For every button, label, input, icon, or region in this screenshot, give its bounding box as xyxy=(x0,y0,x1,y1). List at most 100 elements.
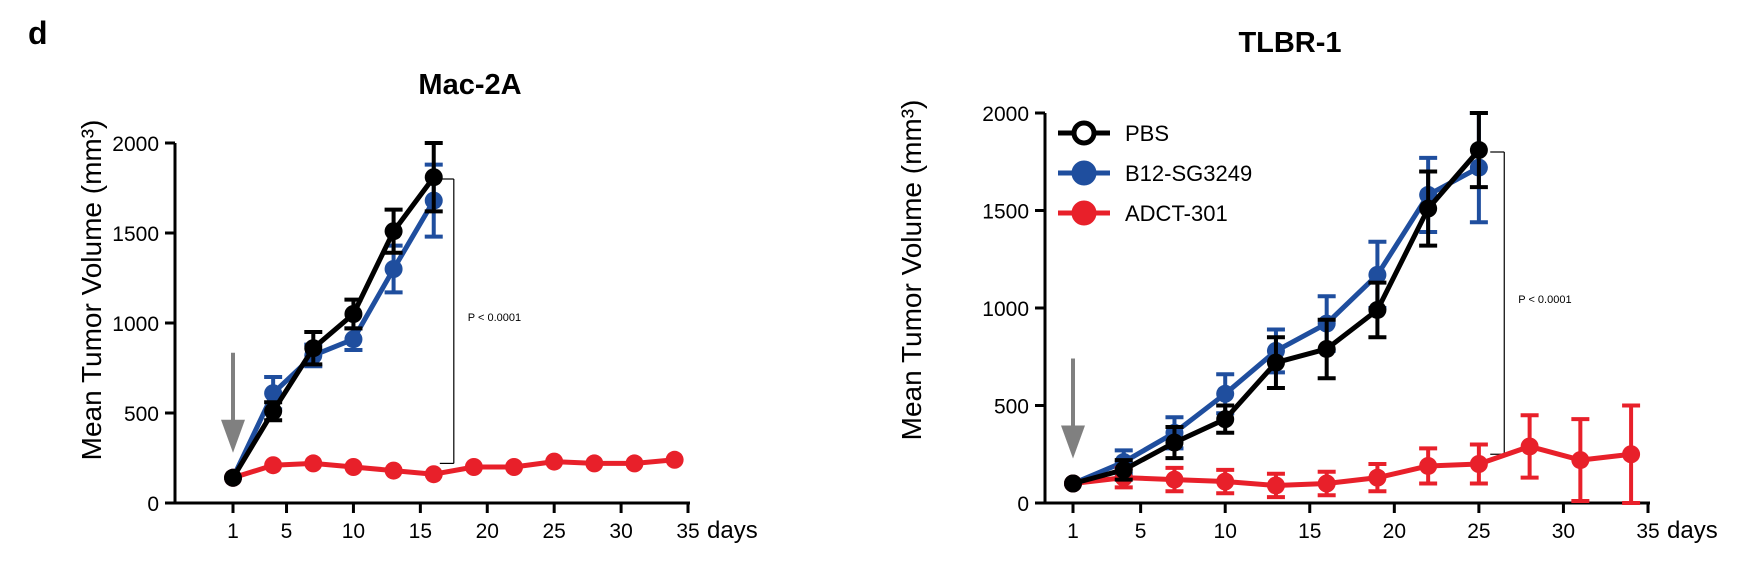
arrow-head xyxy=(221,419,245,453)
x-tick-label: 20 xyxy=(476,520,499,543)
x-tick-label: 10 xyxy=(1214,520,1237,543)
y-tick-label: 2000 xyxy=(982,103,1029,126)
x-tick-label: 25 xyxy=(542,520,565,543)
data-point xyxy=(264,402,283,421)
treatment-arrow xyxy=(221,352,245,453)
legend-label: B12-SG3249 xyxy=(1125,161,1252,186)
data-point xyxy=(1469,141,1488,160)
data-point xyxy=(1216,410,1235,429)
data-point xyxy=(1419,456,1438,475)
legend-marker xyxy=(1071,200,1097,226)
data-point xyxy=(1216,472,1235,491)
data-point xyxy=(545,452,564,471)
x-tick-label: 30 xyxy=(609,520,632,543)
data-point xyxy=(224,468,242,487)
legend-item: B12-SG3249 xyxy=(1058,160,1252,186)
x-tick-label: 15 xyxy=(409,520,432,543)
x-tick-label: 1 xyxy=(227,520,239,543)
data-point xyxy=(424,168,443,187)
y-tick-label: 1000 xyxy=(982,298,1029,321)
data-point xyxy=(1469,455,1488,473)
legend-label: PBS xyxy=(1125,121,1169,146)
x-tick-label: 35 xyxy=(676,520,699,543)
data-point xyxy=(1419,199,1438,218)
chart-title: TLBR-1 xyxy=(1238,27,1341,59)
data-point xyxy=(344,458,363,476)
data-point xyxy=(1317,474,1336,493)
significance-bracket: P < 0.0001 xyxy=(1490,151,1572,455)
data-point xyxy=(264,456,283,475)
y-tick-label: 0 xyxy=(1017,493,1029,516)
plot-series xyxy=(1064,111,1641,505)
x-axis-label: days xyxy=(707,517,758,544)
x-tick-label: 25 xyxy=(1467,520,1490,543)
y-axis-label: Mean Tumor Volume (mm³) xyxy=(76,120,107,461)
y-tick-label: 500 xyxy=(124,403,159,426)
series-line xyxy=(230,199,436,479)
y-tick-label: 1500 xyxy=(982,201,1029,224)
p-value-label: P < 0.0001 xyxy=(468,312,521,324)
data-point xyxy=(1368,265,1387,284)
data-point xyxy=(384,260,403,278)
series-line xyxy=(230,175,436,480)
legend-label: ADCT-301 xyxy=(1125,201,1228,226)
legend-marker xyxy=(1071,120,1097,146)
data-point xyxy=(665,450,684,469)
data-point xyxy=(1317,339,1336,358)
data-point xyxy=(1165,470,1184,489)
data-point xyxy=(1520,437,1539,456)
p-value-label: P < 0.0001 xyxy=(1518,294,1571,306)
data-point xyxy=(1165,433,1184,452)
x-tick-label: 20 xyxy=(1383,520,1406,543)
y-tick-label: 1000 xyxy=(112,313,159,336)
data-point xyxy=(344,330,363,349)
x-tick-label: 30 xyxy=(1552,520,1575,543)
legend: PBS B12-SG3249 ADCT-301 xyxy=(1058,120,1252,226)
x-axis-label: days xyxy=(1667,517,1718,544)
data-point xyxy=(1266,476,1285,495)
y-tick-label: 1500 xyxy=(112,223,159,246)
x-tick-label: 10 xyxy=(342,520,365,543)
data-point xyxy=(424,465,443,484)
data-point xyxy=(1216,384,1235,403)
data-point xyxy=(1368,468,1387,487)
x-tick-label: 5 xyxy=(1135,520,1147,543)
data-point xyxy=(585,454,604,473)
series-pbs xyxy=(1064,111,1488,493)
data-point xyxy=(1064,474,1082,493)
data-point xyxy=(1622,445,1641,464)
data-point xyxy=(1114,460,1133,479)
data-point xyxy=(304,454,323,473)
legend-item: ADCT-301 xyxy=(1058,200,1228,226)
chart-title: Mac-2A xyxy=(418,69,521,101)
x-tick-label: 15 xyxy=(1298,520,1321,543)
data-point xyxy=(1368,300,1387,319)
data-point xyxy=(1571,451,1590,470)
data-point xyxy=(304,339,323,358)
chart-tlbr-1: TLBR-1 Mean Tumor Volume (mm³) days 0 500… xyxy=(896,27,1718,544)
y-tick-label: 0 xyxy=(147,493,159,516)
y-tick-label: 500 xyxy=(994,396,1029,419)
legend-marker xyxy=(1071,160,1097,186)
data-point xyxy=(384,222,403,241)
plot-series xyxy=(224,141,684,487)
panel-letter: d xyxy=(28,15,48,51)
data-point xyxy=(384,461,403,480)
y-tick-label: 2000 xyxy=(112,133,159,156)
x-tick-label: 5 xyxy=(281,520,293,543)
y-axis-label: Mean Tumor Volume (mm³) xyxy=(896,100,927,441)
data-point xyxy=(625,454,644,473)
data-point xyxy=(505,458,524,476)
treatment-arrow xyxy=(1061,358,1085,459)
significance-bracket: P < 0.0001 xyxy=(439,178,521,464)
series-pbs xyxy=(224,141,443,487)
arrow-head xyxy=(1061,425,1085,459)
x-tick-label: 35 xyxy=(1636,520,1659,543)
data-point xyxy=(264,384,283,403)
data-point xyxy=(464,458,483,476)
chart-mac-2a: Mac-2A Mean Tumor Volume (mm³) days 0 500… xyxy=(76,69,758,544)
data-point xyxy=(344,305,363,323)
